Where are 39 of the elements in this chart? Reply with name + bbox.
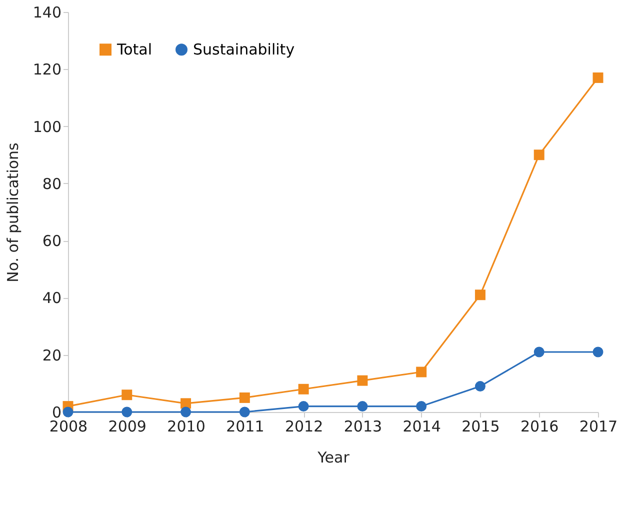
y-tick-label: 80 — [42, 174, 62, 193]
point — [534, 346, 544, 358]
y-tick-label: 60 — [42, 232, 62, 250]
point — [357, 375, 368, 386]
point — [474, 290, 486, 300]
y-axis-title: No. of publications — [4, 142, 22, 282]
point — [416, 366, 427, 378]
x-tick-label: 2013 — [344, 418, 382, 436]
x-tick-label: 2016 — [520, 418, 559, 436]
legend-label: Sustainability — [193, 40, 295, 59]
point — [122, 390, 132, 400]
x-tick-label: 2015 — [462, 418, 500, 436]
x-tick-label: 2014 — [402, 418, 441, 436]
point — [534, 150, 544, 160]
x-tick-label: 2017 — [579, 418, 618, 436]
x-tick-label: 2009 — [108, 418, 146, 436]
y-tick-label: 120 — [32, 60, 62, 79]
point — [298, 401, 309, 412]
point — [298, 384, 309, 394]
point — [239, 392, 250, 403]
y-tick-label: 100 — [32, 118, 62, 136]
point — [592, 72, 604, 83]
x-tick-label: 2011 — [226, 418, 264, 436]
point — [474, 381, 486, 392]
point — [357, 401, 368, 412]
x-axis-title: Year — [316, 448, 350, 466]
y-tick-label: 20 — [42, 346, 62, 364]
x-tick-label: 2012 — [284, 418, 324, 436]
point — [180, 398, 192, 409]
point — [239, 406, 250, 418]
x-tick-label: 2010 — [167, 418, 206, 436]
point — [122, 406, 132, 418]
y-tick-label: 140 — [32, 4, 62, 22]
legend-label: Total — [116, 40, 152, 59]
point — [62, 406, 74, 418]
y-tick-label: 40 — [42, 289, 62, 308]
point — [592, 346, 604, 358]
point — [180, 406, 192, 418]
point — [416, 401, 427, 412]
